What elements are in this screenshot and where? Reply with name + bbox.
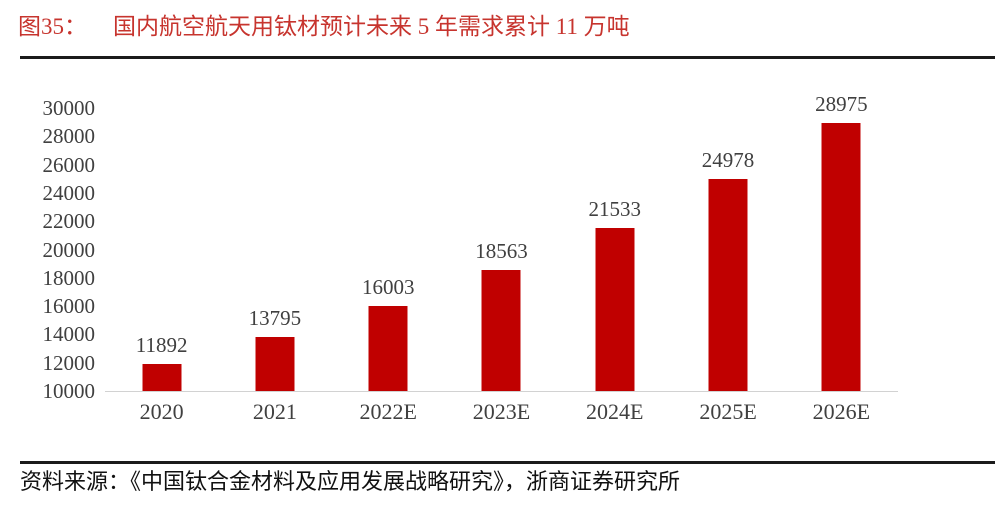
x-tick-label: 2021 — [252, 399, 297, 424]
x-tick-label: 2025E — [699, 399, 757, 424]
bar-chart: 30000 28000 26000 24000 22000 20000 18000 16000… — [0, 0, 898, 425]
bar-slot: 24978 2025E — [671, 108, 784, 424]
bar-value-label: 13795 — [248, 306, 302, 331]
bar-value-label: 28975 — [815, 91, 868, 116]
y-tick-label: 14000 — [42, 322, 96, 347]
bar — [481, 269, 521, 391]
bar-slot: 16003 2022E — [332, 108, 445, 424]
figure-number: 图35： — [18, 14, 87, 39]
bar-slot: 28975 2026E — [785, 92, 898, 425]
y-tick-label: 22000 — [42, 209, 96, 234]
x-tick-label: 2024E — [586, 399, 644, 424]
y-tick-label: 28000 — [42, 124, 96, 149]
bar — [708, 179, 748, 391]
figure-title: 图35： 国内航空航天用钛材预计未来 5 年需求累计 11 万吨 — [18, 12, 630, 42]
y-tick-label: 12000 — [42, 350, 96, 375]
source-note: 资料来源：《中国钛合金材料及应用发展战略研究》，浙商证券研究所 — [20, 469, 681, 494]
figure-title-text: 国内航空航天用钛材预计未来 5 年需求累计 11 万吨 — [113, 14, 630, 39]
y-tick-label: 20000 — [42, 237, 96, 262]
bar-value-label: 21533 — [588, 196, 642, 221]
title-divider-line — [20, 56, 995, 59]
y-tick-label: 30000 — [42, 96, 96, 120]
bar-slot: 13795 2021 — [218, 108, 331, 424]
y-tick-label: 16000 — [42, 294, 96, 319]
x-tick-label: 2022E — [359, 399, 417, 424]
y-tick-label: 18000 — [42, 265, 96, 290]
y-tick-label: 26000 — [42, 152, 96, 177]
x-tick-label: 2026E — [812, 399, 871, 424]
x-tick-label: 2020 — [139, 399, 184, 424]
bar-value-label: 24978 — [701, 148, 755, 173]
bar — [142, 364, 182, 391]
y-axis: 30000 28000 26000 24000 22000 20000 18000 16000… — [0, 0, 96, 420]
bar-slot: 11892 2020 — [105, 108, 218, 424]
bar-value-label: 16003 — [361, 275, 415, 300]
bar-slot: 18563 2023E — [445, 108, 558, 424]
bar — [255, 337, 295, 391]
y-tick-label: 10000 — [42, 379, 96, 403]
plot-area: 11892 2020 13795 2021 16003 2022E 18563 2023E 21… — [105, 92, 898, 425]
bar-slot: 21533 2024E — [558, 108, 671, 424]
source-divider-line — [20, 461, 995, 464]
bar-value-label: 18563 — [475, 238, 528, 263]
bar — [368, 306, 408, 391]
y-tick-label: 24000 — [42, 180, 96, 205]
x-tick-label: 2023E — [472, 399, 531, 424]
bar-value-label: 11892 — [135, 333, 188, 358]
bar — [595, 227, 635, 391]
bar — [821, 122, 861, 391]
